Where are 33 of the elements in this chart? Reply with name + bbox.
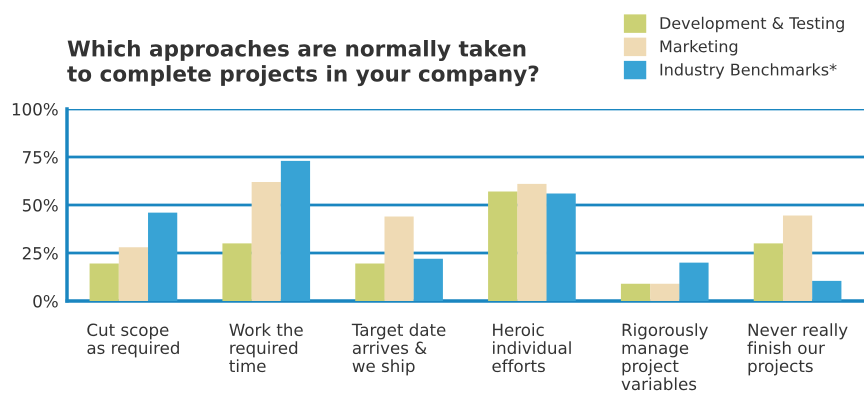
legend-label: Industry Benchmarks* bbox=[660, 63, 837, 79]
x-tick-label: Never really finish our projects bbox=[747, 323, 848, 376]
bar bbox=[252, 182, 281, 301]
bar bbox=[754, 243, 783, 301]
y-tick-label: 50% bbox=[22, 198, 58, 212]
x-tick-label: Rigorously manage project variables bbox=[622, 323, 708, 390]
y-tick-label: 0% bbox=[33, 294, 58, 308]
x-tick-label: Cut scope as required bbox=[87, 324, 179, 358]
chart-title: Which approaches are normally taken to complete projects in your company? bbox=[67, 40, 538, 86]
bar bbox=[782, 216, 812, 301]
bar bbox=[90, 264, 119, 301]
bar bbox=[517, 184, 547, 301]
bar bbox=[280, 160, 310, 301]
bar bbox=[620, 284, 650, 301]
bar bbox=[488, 192, 518, 301]
bar bbox=[222, 243, 252, 301]
bar bbox=[355, 264, 384, 301]
legend-label: Development & Testing bbox=[660, 16, 844, 32]
bar bbox=[148, 212, 178, 301]
y-tick-label: 25% bbox=[22, 246, 58, 260]
x-tick-label: Heroic individual efforts bbox=[492, 323, 571, 372]
x-tick-label: Work the required time bbox=[229, 323, 303, 372]
bar bbox=[679, 262, 709, 301]
legend-label: Marketing bbox=[660, 40, 738, 56]
bar bbox=[546, 193, 576, 301]
bar bbox=[384, 216, 414, 301]
bar bbox=[812, 280, 842, 301]
x-tick-label: Target date arrives & we ship bbox=[352, 323, 446, 376]
bar bbox=[414, 258, 443, 301]
y-tick-label: 75% bbox=[22, 150, 58, 164]
y-tick-label: 100% bbox=[12, 102, 58, 116]
bar bbox=[650, 284, 680, 301]
bar bbox=[118, 247, 148, 301]
